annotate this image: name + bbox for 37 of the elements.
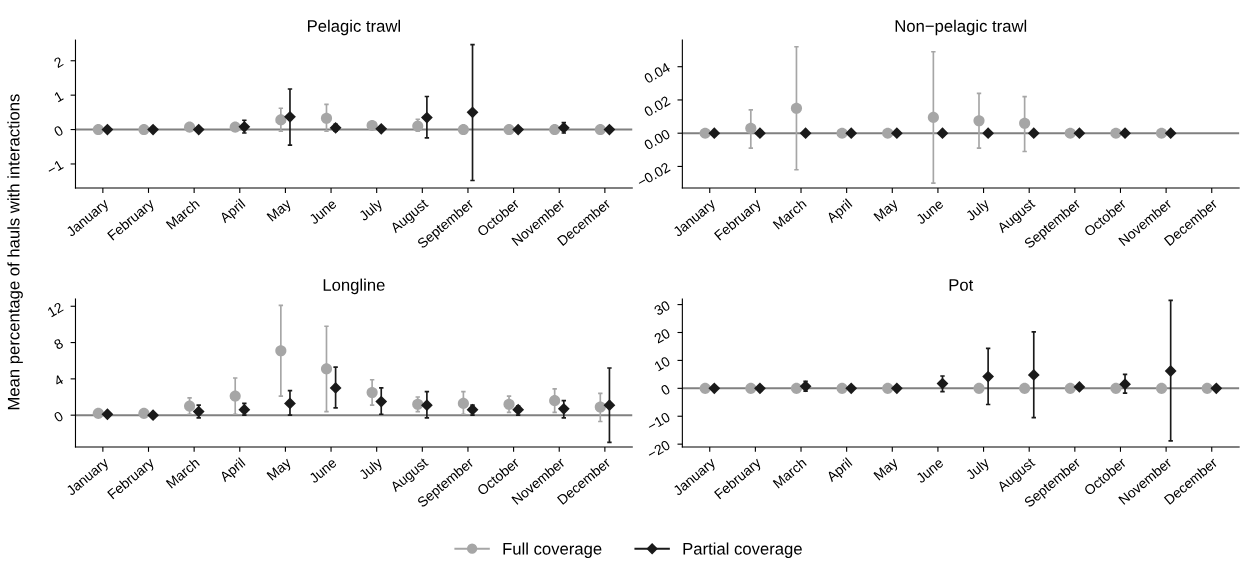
x-tick-label: May [266, 457, 294, 483]
chart-title: Pot [949, 279, 974, 291]
y-tick-label: 8 [53, 338, 64, 350]
x-tick-label: July [357, 456, 385, 483]
y-tick-label: 4 [53, 374, 64, 387]
y-tick-label: 0.04 [643, 62, 671, 84]
y-tick-label: 0.02 [643, 95, 671, 117]
x-tick-label: July [964, 456, 992, 483]
x-tick-label: June [915, 198, 945, 225]
y-tick-label: −10 [646, 411, 671, 432]
y-tick-label: 20 [653, 328, 671, 344]
y-tick-label: 0 [53, 125, 64, 137]
y-tick-label: 0 [53, 410, 64, 423]
y-tick-label: 2 [53, 56, 64, 68]
x-tick-label: May [266, 198, 294, 224]
x-tick-label: June [308, 198, 338, 225]
legend-label: Partial coverage [683, 542, 802, 558]
x-tick-label: June [308, 457, 338, 484]
x-tick-label: July [964, 197, 992, 224]
y-tick-label: −1 [46, 159, 64, 176]
x-tick-label: June [915, 457, 945, 484]
chart-title: Longline [323, 278, 385, 295]
y-tick-label: 0 [660, 383, 671, 396]
legend-label: Full coverage [503, 542, 602, 558]
x-tick-label: May [873, 457, 901, 483]
y-tick-label: −0.02 [636, 162, 671, 188]
x-tick-label: May [873, 198, 901, 224]
y-tick-label: 30 [653, 300, 671, 316]
y-tick-label: 1 [53, 90, 64, 103]
y-tick-label: 10 [653, 355, 671, 372]
chart-title: Pelagic trawl [307, 19, 400, 36]
y-tick-label: −20 [646, 439, 671, 460]
y-tick-label: 0.00 [643, 128, 671, 151]
x-tick-label: July [357, 197, 385, 224]
y-axis-title: Mean percentage of hauls with interactions [7, 94, 23, 410]
y-tick-label: 12 [47, 301, 64, 318]
chart-title: Non−pelagic trawl [895, 19, 1027, 36]
